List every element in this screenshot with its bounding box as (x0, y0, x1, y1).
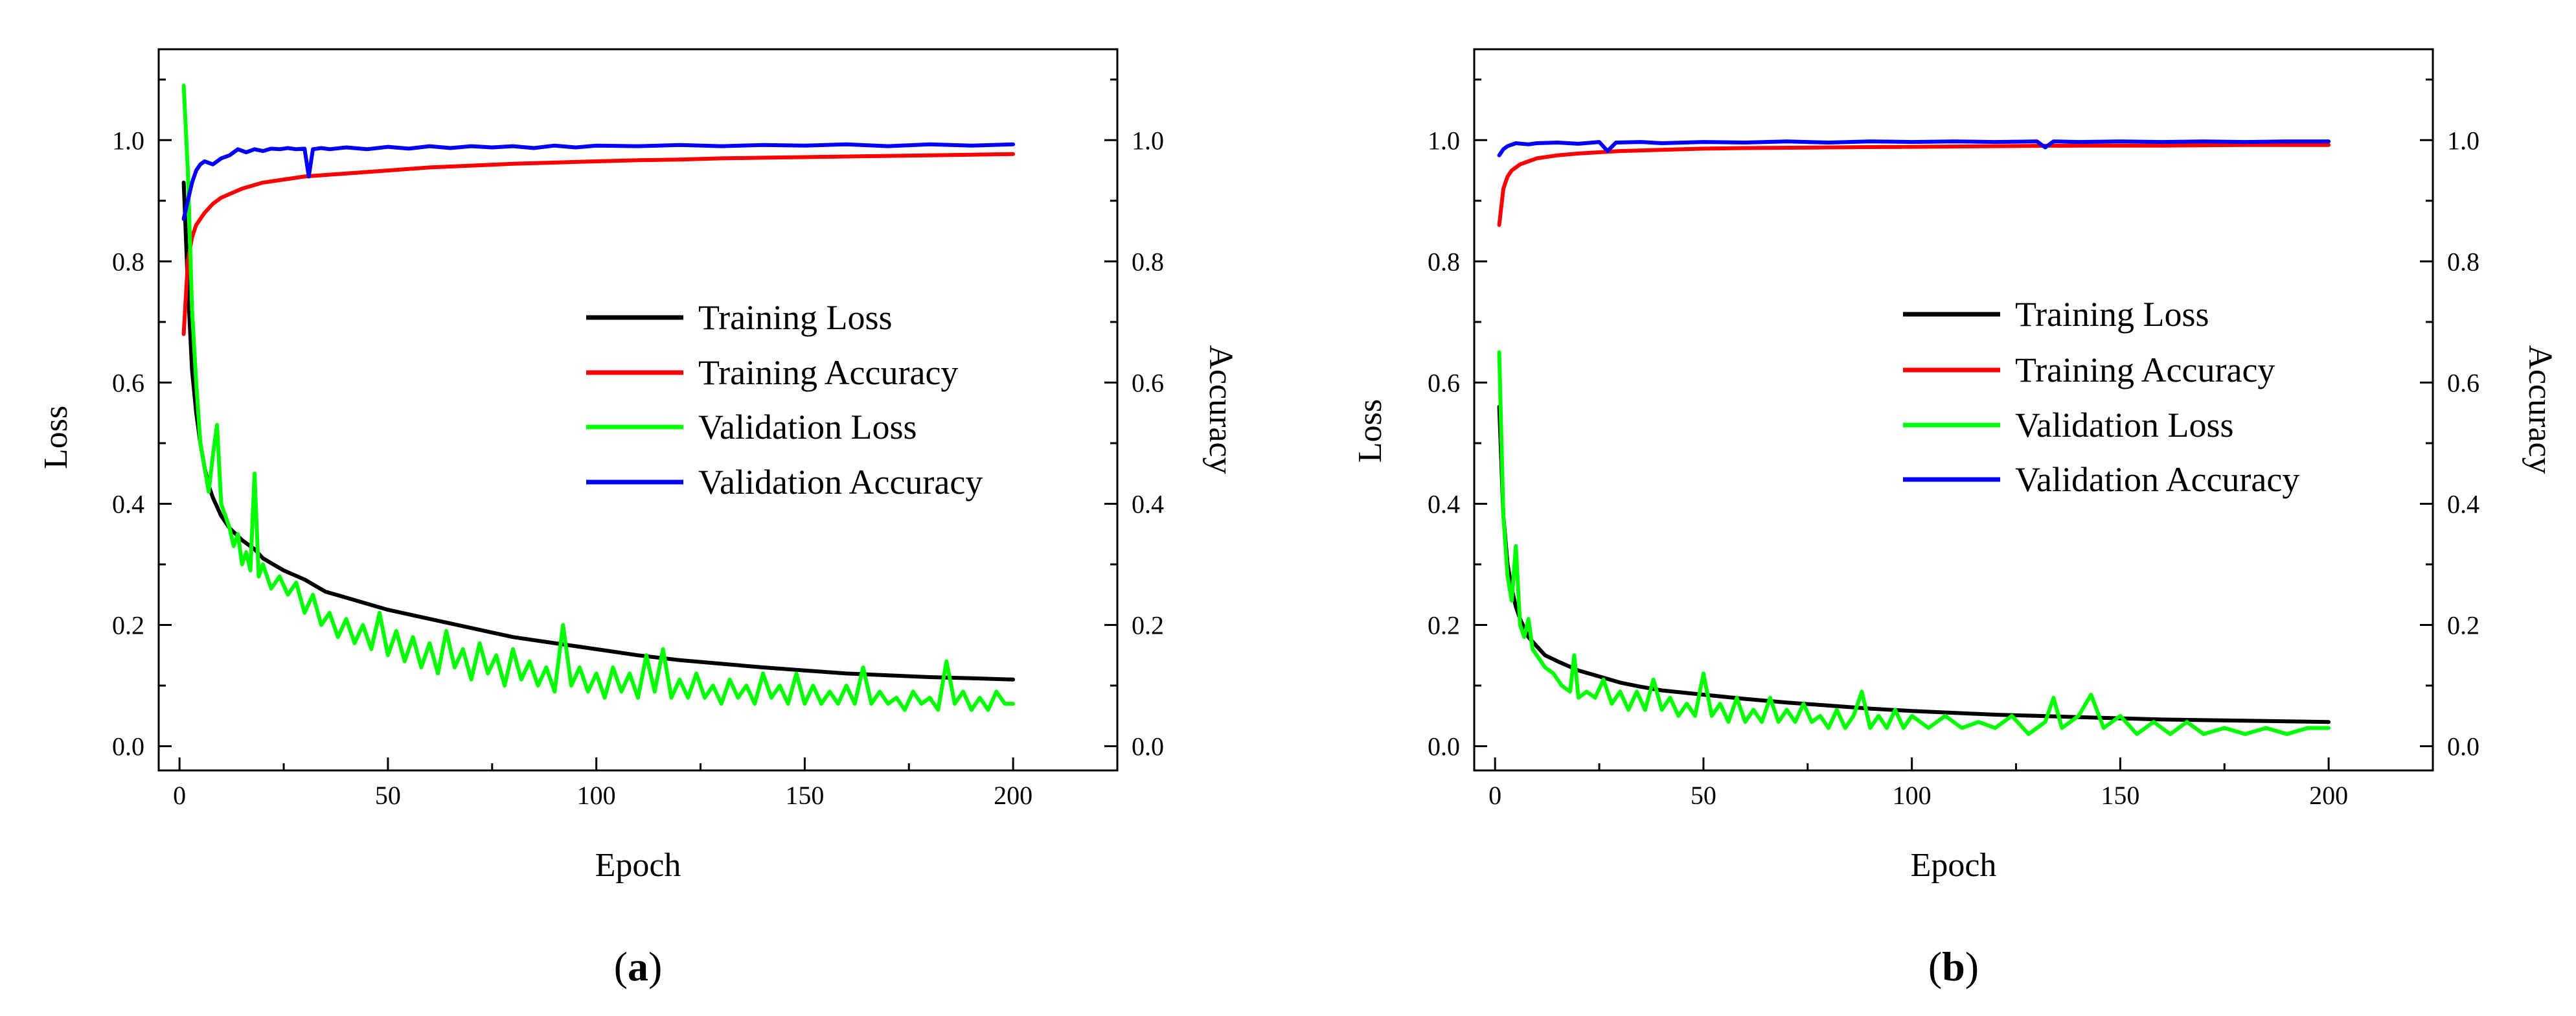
panel-caption-letter: b (1942, 943, 1965, 989)
y2-tick-label: 0.4 (2447, 489, 2479, 518)
y2-tick-label: 0.0 (2447, 732, 2479, 761)
x-tick-label: 50 (1691, 781, 1716, 810)
panel-caption-letter: a (628, 943, 648, 989)
series-line-validation-accuracy (181, 142, 1016, 221)
y2-tick-label: 1.0 (2447, 126, 2479, 155)
x-tick-label: 150 (785, 781, 824, 810)
series-layer (1497, 139, 2331, 736)
y2-tick-label: 0.2 (2447, 611, 2479, 640)
series-line-training-accuracy (1497, 143, 2331, 227)
y2-tick-label: 0.6 (1132, 368, 1164, 397)
x-axis-title: Epoch (1911, 847, 1997, 884)
y-tick-label: 0.4 (1428, 489, 1460, 518)
x-tick-label: 100 (577, 781, 616, 810)
right-axis-title: Accuracy (2522, 345, 2559, 474)
legend: Training Loss Training Accuracy Validati… (1903, 295, 2299, 499)
legend-label-training-loss: Training Loss (698, 298, 893, 337)
left-axis-title: Loss (38, 406, 74, 469)
legend-label-training-accuracy: Training Accuracy (698, 353, 958, 392)
left-axis-ticks: 0.0 0.2 0.4 0.6 0.8 1.0 (1428, 78, 1487, 761)
plot-frame (1473, 48, 2434, 772)
y2-tick-label: 0.6 (2447, 368, 2479, 397)
y2-tick-label: 0.0 (1132, 732, 1164, 761)
x-tick-label: 150 (2101, 781, 2139, 810)
x-axis-title: Epoch (595, 847, 681, 884)
y-tick-label: 0.0 (1428, 732, 1460, 761)
x-tick-label: 100 (1893, 781, 1932, 810)
right-axis-title: Accuracy (1202, 345, 1239, 474)
x-tick-label: 0 (173, 781, 186, 810)
legend-label-validation-loss: Validation Loss (698, 408, 917, 446)
y2-tick-label: 0.2 (1132, 611, 1164, 640)
plot-frame (157, 48, 1119, 772)
y-tick-label: 0.6 (112, 368, 144, 397)
panel-caption: (a) (614, 943, 663, 989)
x-tick-label: 200 (994, 781, 1032, 810)
y-tick-label: 0.4 (112, 489, 144, 518)
panel-a: 0 50 100 150 200 0.00.20.40.60.81.0 0.00.20.… (38, 48, 1239, 989)
x-tick-label: 50 (375, 781, 401, 810)
legend-label-training-loss: Training Loss (2015, 295, 2209, 334)
y2-tick-label: 0.4 (1132, 489, 1164, 518)
legend-label-validation-loss: Validation Loss (2015, 406, 2233, 444)
left-axis-ticks: 0.0 0.2 0.4 0.6 0.8 1.0 (112, 78, 172, 761)
series-layer (181, 84, 1016, 712)
legend-label-training-accuracy: Training Accuracy (2015, 351, 2275, 389)
right-axis-ticks: 0.0 0.2 0.4 0.6 0.8 1.0 (1104, 78, 1164, 761)
x-tick-label: 200 (2309, 781, 2348, 810)
series-line-validation-loss (181, 84, 1016, 712)
right-axis-ticks: 0.0 0.2 0.4 0.6 0.8 1.0 (2420, 78, 2479, 761)
y2-tick-label: 1.0 (1132, 126, 1164, 155)
y-tick-label: 0.8 (112, 247, 144, 276)
y-tick-label: 1.0 (112, 126, 144, 155)
legend-label-validation-accuracy: Validation Accuracy (2015, 460, 2299, 499)
x-axis-ticks: 0 50 100 150 200 (1488, 757, 2348, 810)
x-tick-label: 0 (1488, 781, 1501, 810)
legend: Training Loss Training Accuracy Validati… (586, 298, 983, 502)
series-line-validation-loss (1497, 350, 2331, 736)
series-line-training-loss (1497, 404, 2331, 724)
panel-caption: (b) (1928, 943, 1979, 989)
y-tick-label: 0.6 (1428, 368, 1460, 397)
y2-tick-label: 0.8 (1132, 247, 1164, 276)
legend-label-validation-accuracy: Validation Accuracy (698, 463, 983, 502)
y-tick-label: 0.2 (112, 611, 144, 640)
panel-b: 0 50 100 150 200 0.00.20.40.60.81.0 0.00.20.… (1352, 48, 2559, 989)
y-tick-label: 0.2 (1428, 611, 1460, 640)
x-axis-ticks: 0 50 100 150 200 (173, 757, 1032, 810)
left-axis-title: Loss (1352, 399, 1389, 463)
series-line-validation-accuracy (1497, 139, 2331, 157)
y-tick-label: 0.8 (1428, 247, 1460, 276)
y-tick-label: 1.0 (1428, 126, 1460, 155)
y-tick-label: 0.0 (112, 732, 144, 761)
y2-tick-label: 0.8 (2447, 247, 2479, 276)
series-line-training-accuracy (181, 152, 1016, 336)
